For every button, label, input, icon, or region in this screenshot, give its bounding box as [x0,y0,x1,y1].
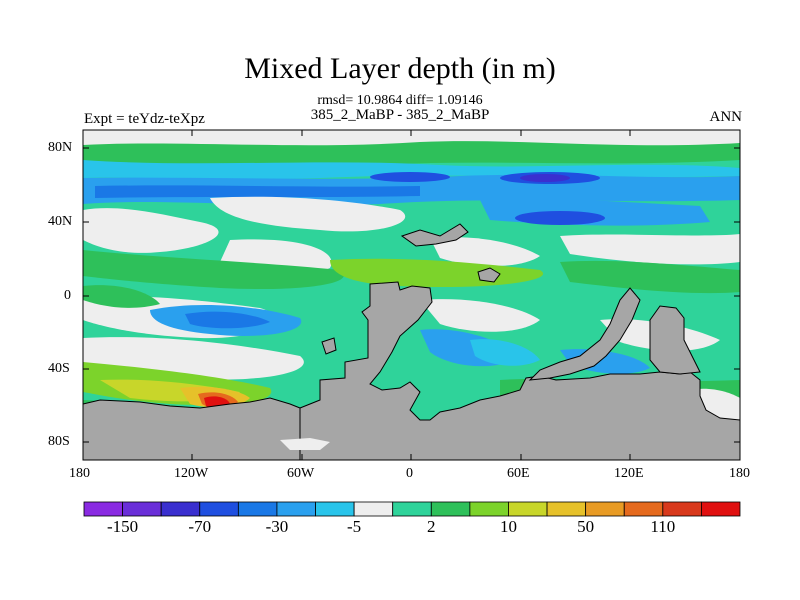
colorbar-swatch [392,501,432,517]
lat-label-80s: 80S [48,434,70,449]
map-field [83,130,740,460]
colorbar-label: 50 [577,517,595,536]
colorbar-swatch [237,501,278,517]
lat-label-40n: 40N [48,214,73,229]
colorbar-label: -70 [188,517,212,536]
lon-label-180e: 180 [729,466,750,481]
stats-text: rmsd= 10.9864 diff= 1.09146 [317,93,483,108]
colorbar-label: -5 [347,517,362,536]
colorbar-swatch [353,501,394,517]
colorbar-label: -150 [106,517,139,536]
colorbar-label: -30 [265,517,289,536]
colorbar-swatch [199,501,239,517]
colorbar-label: 2 [427,517,436,536]
colorbar-swatch [585,501,625,517]
colorbar-swatch [623,501,664,517]
axis-ticks [83,130,740,460]
colorbar-swatch [83,501,123,517]
lon-label-0: 0 [406,466,413,481]
lon-label-120w: 120W [174,466,209,481]
colorbar-swatch [276,501,316,517]
lat-label-40s: 40S [48,361,70,376]
plot-title: Mixed Layer depth (in m) [244,52,556,85]
colorbar-swatch [122,501,162,517]
colorbar-swatch [546,501,587,517]
colorbar-swatch [662,501,702,517]
lon-label-60w: 60W [287,466,315,481]
colorbar-swatch [469,501,509,517]
lon-label-180w: 180 [69,466,90,481]
lon-label-120e: 120E [614,466,644,481]
lon-label-60e: 60E [507,466,530,481]
colorbar-swatch [508,501,548,517]
land-mask [83,223,740,460]
lat-label-0: 0 [64,288,71,303]
colorbar-swatch [701,501,741,517]
colorbar-swatch [430,501,471,517]
season-label: ANN [709,109,743,125]
lat-label-80n: 80N [48,140,73,155]
subtitle: 385_2_MaBP - 385_2_MaBP [310,107,490,123]
colorbar [83,501,741,517]
colorbar-swatch [160,501,201,517]
colorbar-label: 110 [650,517,676,536]
colorbar-swatch [315,501,355,517]
colorbar-label: 10 [499,517,517,536]
experiment-label: Expt = teYdz-teXpz [84,111,205,127]
